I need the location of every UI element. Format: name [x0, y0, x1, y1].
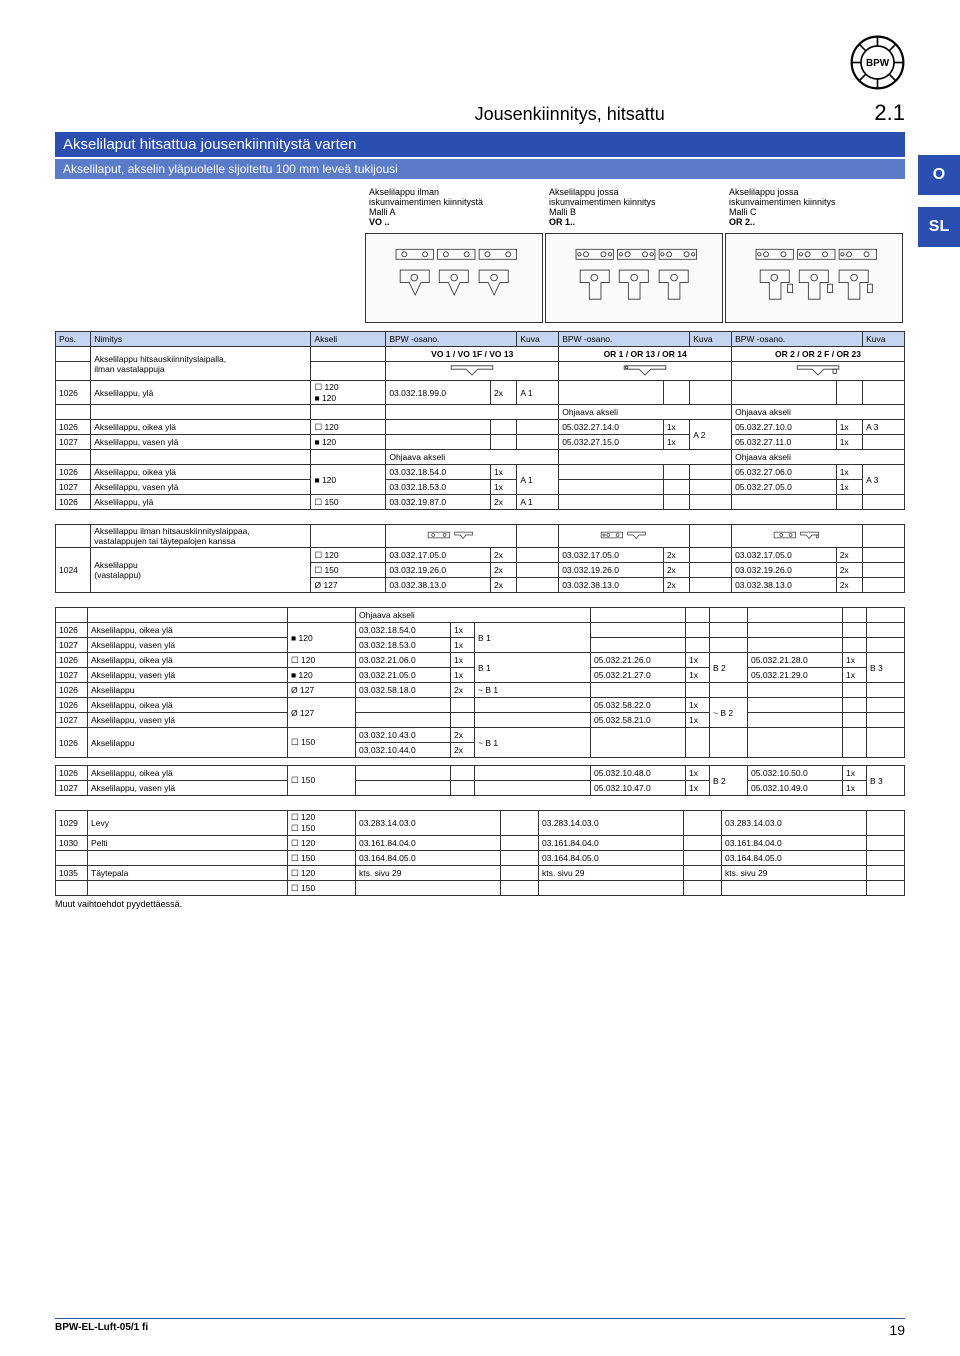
section3-header: Ohjaava akseli — [356, 608, 591, 623]
th-nimitys: Nimitys — [91, 332, 311, 347]
table-row: 1027Akselilappu, vasen ylä12005.032.27.1… — [56, 435, 905, 450]
footer-right: 19 — [889, 1322, 905, 1338]
table-row: 1026Akselilappu, oikea ylä15005.032.10.4… — [56, 766, 905, 781]
table-2: Akselilappu ilman hitsauskiinnityslaippa… — [55, 524, 905, 593]
table-row: 1026Akselilappu, oikea ylä12003.032.21.0… — [56, 653, 905, 668]
table-row: 1027Akselilappu, vasen ylä03.032.18.53.0… — [56, 480, 905, 495]
mini-icon-3 — [732, 362, 905, 381]
colhdr-1-l2: iskunvaimentimen kiinnitys — [549, 197, 721, 207]
th-c1b: Kuva — [517, 332, 559, 347]
table-row: 1026Akselilappu12703.032.58.18.02x~ B 1 — [56, 683, 905, 698]
footer-left: BPW-EL-Luft-05/1 fi — [55, 1322, 148, 1338]
table-row: 150 — [56, 881, 905, 896]
section2-header: Akselilappu ilman hitsauskiinnityslaippa… — [91, 525, 311, 548]
subhdr-desc: Akselilappu hitsauskiinnityslaipalla, il… — [91, 347, 311, 381]
colhdr-2-l2: iskunvaimentimen kiinnitys — [729, 197, 901, 207]
subtitle-bar: Akselilaput, akselin yläpuolelle sijoite… — [55, 159, 905, 179]
table-row: 1035Täytepala120kts. sivu 29kts. sivu 29… — [56, 866, 905, 881]
diagram-a — [365, 233, 543, 323]
page-title: Jousenkiinnitys, hitsattu — [55, 104, 874, 125]
side-tab-o: O — [918, 155, 960, 195]
diagram-row — [365, 233, 905, 323]
title-bar: Akselilaput hitsattua jousenkiinnitystä … — [55, 132, 905, 157]
footnote: Muut vaihtoehdot pyydettäessä. — [55, 899, 905, 909]
table-row: 1026Akselilappu15003.032.10.43.02x~ B 1 — [56, 728, 905, 743]
diagram-c — [725, 233, 903, 323]
th-pos: Pos. — [56, 332, 91, 347]
side-tab-sl: SL — [918, 207, 960, 247]
subhdr-c3: OR 2 / OR 2 F / OR 23 — [732, 347, 905, 362]
subhdr-c2: OR 1 / OR 13 / OR 14 — [559, 347, 732, 362]
table-row: 1026Akselilappu, oikea ylä12005.032.27.1… — [56, 420, 905, 435]
table-row: 1026Akselilappu, ylä12012003.032.18.99.0… — [56, 381, 905, 405]
page-number-top: 2.1 — [874, 100, 905, 126]
mini-icon-6 — [732, 525, 863, 548]
th-c3a: BPW -osano. — [732, 332, 863, 347]
colhdr-0-l1: Akselilappu ilman — [369, 187, 541, 197]
th-c1a: BPW -osano. — [386, 332, 517, 347]
th-c2a: BPW -osano. — [559, 332, 690, 347]
mini-icon-2 — [559, 362, 732, 381]
th-c3b: Kuva — [863, 332, 905, 347]
colhdr-1-l4: OR 1.. — [549, 217, 575, 227]
mini-icon-1 — [386, 362, 559, 381]
table-row: 1026Akselilappu, oikea ylä12003.032.18.5… — [56, 623, 905, 638]
table-4: 1029Levy12015003.283.14.03.003.283.14.03… — [55, 810, 905, 896]
table-row: 1026Akselilappu, oikea ylä12705.032.58.2… — [56, 698, 905, 713]
main-table: Pos. Nimitys Akseli BPW -osano. Kuva BPW… — [55, 331, 905, 510]
th-akseli: Akseli — [311, 332, 386, 347]
table-row: 1026Akselilappu, oikea ylä12003.032.18.5… — [56, 465, 905, 480]
table-3: Ohjaava akseli 1026Akselilappu, oikea yl… — [55, 607, 905, 796]
mini-icon-4 — [386, 525, 517, 548]
table-row: 1024Akselilappu(vastalappu)12003.032.17.… — [56, 548, 905, 563]
brand-logo: BPW — [850, 35, 905, 90]
table-row: 1030Pelti12003.161.84.04.003.161.84.04.0… — [56, 836, 905, 851]
colhdr-1-l1: Akselilappu jossa — [549, 187, 721, 197]
table-row: 15003.164.84.05.003.164.84.05.003.164.84… — [56, 851, 905, 866]
colhdr-0-l4: VO .. — [369, 217, 390, 227]
colhdr-2-l1: Akselilappu jossa — [729, 187, 901, 197]
table-row: 1026Akselilappu, ylä15003.032.19.87.02xA… — [56, 495, 905, 510]
mini-icon-5 — [559, 525, 690, 548]
colhdr-2-l3: Malli C — [729, 207, 901, 217]
table-row: 1027Akselilappu, vasen ylä05.032.58.21.0… — [56, 713, 905, 728]
table-row: 1027Akselilappu, vasen ylä05.032.10.47.0… — [56, 781, 905, 796]
colhdr-0-l2: iskunvaimentimen kiinnitystä — [369, 197, 541, 207]
subhdr-c1: VO 1 / VO 1F / VO 13 — [386, 347, 559, 362]
table-row: 1029Levy12015003.283.14.03.003.283.14.03… — [56, 811, 905, 836]
diagram-b — [545, 233, 723, 323]
svg-text:BPW: BPW — [866, 58, 890, 69]
colhdr-0-l3: Malli A — [369, 207, 541, 217]
th-c2b: Kuva — [690, 332, 732, 347]
colhdr-2-l4: OR 2.. — [729, 217, 755, 227]
column-headers: Akselilappu ilman iskunvaimentimen kiinn… — [365, 185, 905, 229]
colhdr-1-l3: Malli B — [549, 207, 721, 217]
